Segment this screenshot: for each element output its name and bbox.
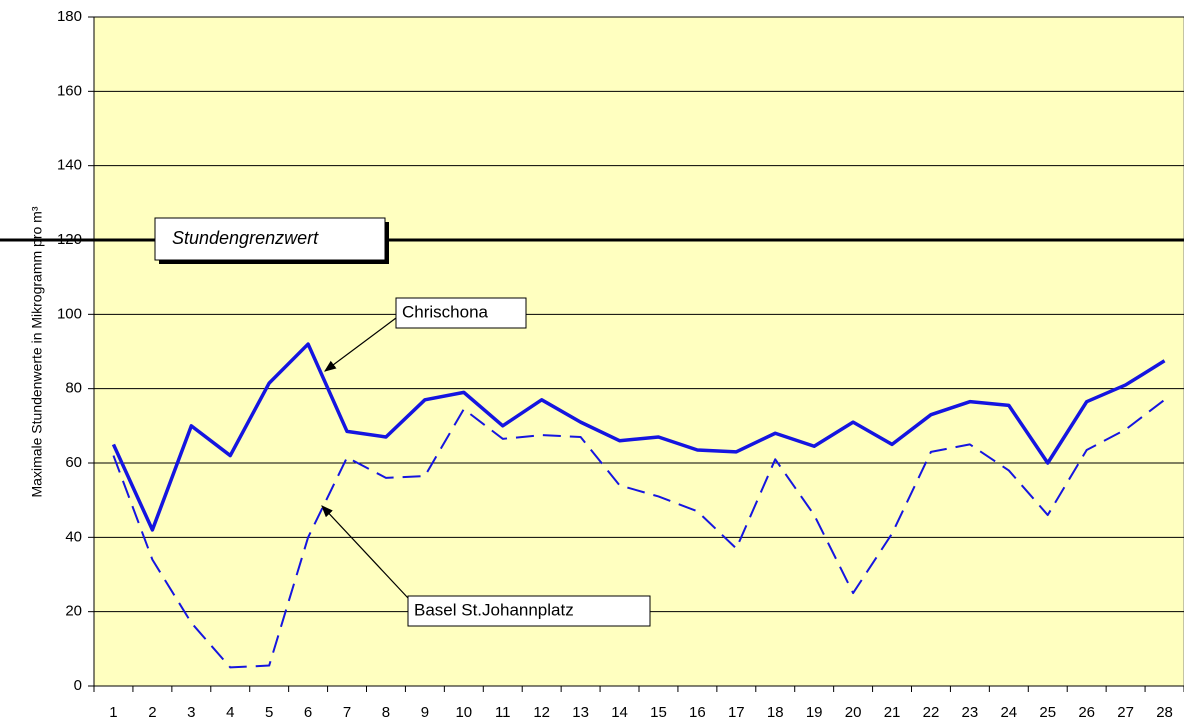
series-line — [111, 342, 1166, 532]
x-tick-label: 3 — [187, 704, 195, 721]
x-tick-label: 19 — [806, 704, 823, 721]
x-tick-label: 11 — [495, 704, 511, 721]
x-tick-label: 16 — [689, 704, 706, 721]
plot-area — [93, 16, 1184, 687]
x-tick-label: 22 — [923, 704, 940, 721]
x-tick-label: 20 — [845, 704, 862, 721]
callout-box — [407, 595, 651, 627]
x-tick-label: 18 — [767, 704, 784, 721]
x-tick-label: 12 — [533, 704, 550, 721]
y-tick-label: 140 — [57, 157, 82, 174]
x-tick-label: 27 — [1117, 704, 1134, 721]
x-tick-label: 23 — [962, 704, 979, 721]
x-tick-label: 15 — [650, 704, 667, 721]
x-tick-label: 7 — [343, 704, 351, 721]
x-tick-label: 28 — [1156, 704, 1173, 721]
callout-arrow — [324, 317, 397, 372]
x-tick-label: 26 — [1078, 704, 1095, 721]
x-tick-label: 10 — [455, 704, 472, 721]
series-line — [112, 399, 1166, 669]
x-tick-label: 21 — [884, 704, 901, 721]
series-label: Basel St.Johannplatz — [414, 600, 574, 619]
x-tick-label: 6 — [304, 704, 312, 721]
y-tick-label: 80 — [65, 380, 82, 397]
y-axis-label: Maximale Stundenwerte in Mikrogramm pro … — [29, 206, 45, 497]
y-tick-label: 40 — [65, 528, 82, 545]
x-tick-label: 13 — [572, 704, 589, 721]
x-tick-label: 14 — [611, 704, 628, 721]
x-tick-label: 4 — [226, 704, 234, 721]
x-tick-label: 24 — [1000, 704, 1017, 721]
x-tick-label: 17 — [728, 704, 745, 721]
y-tick-label: 180 — [57, 8, 82, 25]
callout-box — [395, 297, 527, 329]
callout-arrow — [321, 505, 409, 599]
y-tick-label: 60 — [65, 454, 82, 471]
x-tick-label: 5 — [265, 704, 273, 721]
y-tick-label: 0 — [74, 677, 82, 694]
y-tick-label: 100 — [57, 305, 82, 322]
y-tick-label: 20 — [65, 603, 82, 620]
x-tick-label: 25 — [1039, 704, 1056, 721]
threshold-label: Stundengrenzwert — [172, 228, 319, 248]
x-tick-label: 1 — [109, 704, 117, 721]
x-tick-label: 2 — [148, 704, 156, 721]
label-box — [154, 217, 386, 261]
x-tick-label: 8 — [382, 704, 390, 721]
x-tick-label: 9 — [421, 704, 429, 721]
y-tick-label: 160 — [57, 82, 82, 99]
series-label: Chrischona — [402, 302, 489, 321]
